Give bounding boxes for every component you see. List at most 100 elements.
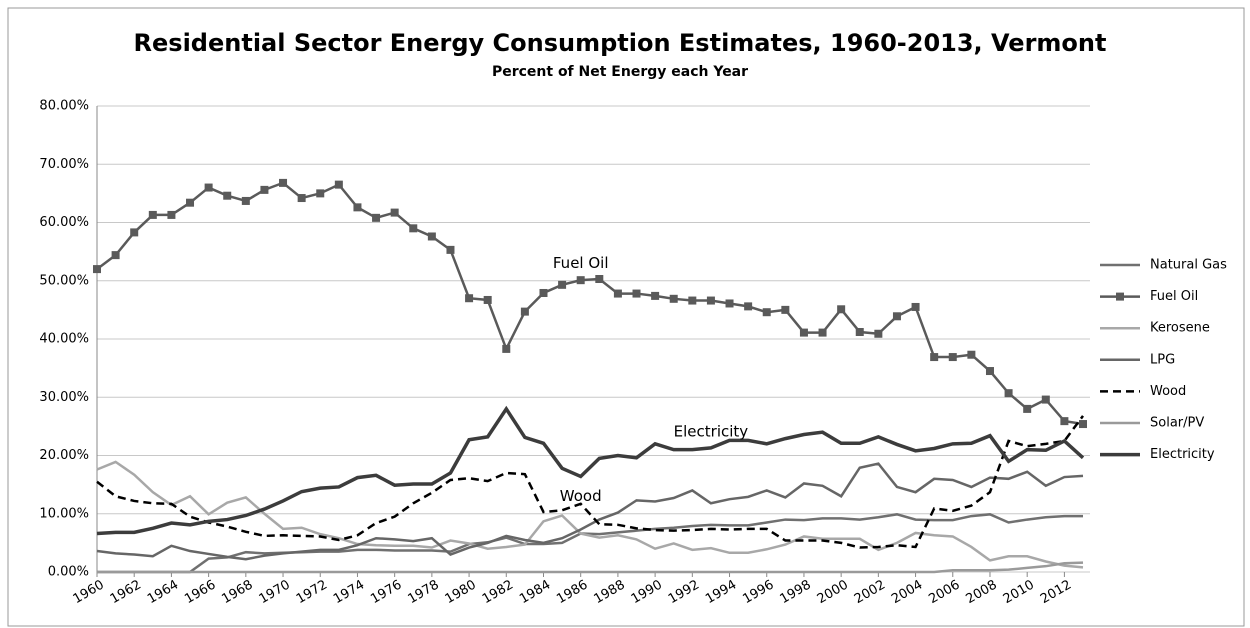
x-tick-label: 2010	[1001, 578, 1037, 608]
legend-label: Fuel Oil	[1150, 289, 1198, 304]
point-marker	[297, 194, 306, 203]
point-marker	[353, 203, 362, 212]
x-tick-label: 1980	[443, 578, 479, 608]
point-marker	[130, 228, 139, 237]
point-marker	[1060, 417, 1069, 426]
series-line	[97, 513, 1083, 574]
point-marker	[837, 305, 846, 314]
point-marker	[874, 329, 883, 338]
x-tick-label: 2006	[926, 578, 962, 608]
series-line	[97, 561, 1084, 574]
point-marker	[762, 308, 771, 317]
legend-label: Electricity	[1150, 447, 1215, 462]
point-marker	[465, 294, 474, 303]
x-tick-label: 2004	[889, 578, 925, 608]
point-marker	[558, 280, 567, 289]
x-tick-label: 1998	[778, 578, 814, 608]
point-marker	[1004, 389, 1013, 398]
point-marker	[911, 302, 920, 311]
point-marker	[744, 302, 753, 311]
x-tick-label: 2000	[815, 578, 851, 608]
point-marker	[204, 183, 213, 192]
series-line	[96, 462, 1084, 561]
point-marker	[948, 353, 957, 362]
x-tick-label: 1960	[71, 578, 107, 608]
x-tick-label: 1974	[331, 578, 367, 608]
x-tick-label: 1978	[405, 578, 441, 608]
point-marker	[409, 224, 418, 233]
chart-title: Residential Sector Energy Consumption Es…	[134, 29, 1107, 57]
x-tick-label: 1976	[368, 578, 404, 608]
y-tick-label: 10.00%	[39, 506, 89, 521]
y-tick-label: 60.00%	[39, 215, 89, 230]
x-tick-label: 1970	[257, 578, 293, 608]
x-tick-label: 2002	[852, 578, 888, 608]
x-tick-label: 1982	[480, 578, 516, 608]
legend-marker	[1116, 292, 1124, 301]
point-marker	[372, 213, 381, 222]
point-marker	[223, 191, 232, 200]
x-tick-label: 1968	[219, 578, 255, 608]
point-marker	[613, 289, 622, 298]
x-tick-label: 1992	[666, 578, 702, 608]
point-marker	[818, 328, 827, 337]
point-marker	[316, 189, 325, 198]
point-marker	[334, 180, 343, 189]
legend-label: Natural Gas	[1150, 258, 1227, 273]
point-marker	[446, 245, 455, 254]
point-marker	[186, 198, 195, 207]
x-tick-label: 1988	[591, 578, 627, 608]
x-tick-label: 1986	[554, 578, 590, 608]
y-tick-label: 20.00%	[39, 448, 89, 463]
point-marker	[520, 307, 529, 316]
point-marker	[1079, 420, 1087, 429]
annotation: Fuel Oil	[553, 254, 609, 272]
y-tick-label: 50.00%	[39, 273, 89, 288]
point-marker	[595, 275, 604, 284]
point-marker	[483, 295, 492, 304]
y-tick-label: 70.00%	[39, 157, 89, 172]
point-marker	[1041, 395, 1050, 404]
point-marker	[1023, 404, 1032, 413]
point-marker	[148, 210, 157, 219]
x-tick-label: 1984	[517, 578, 553, 608]
x-tick-label: 1964	[145, 578, 181, 608]
point-marker	[781, 305, 790, 314]
x-tick-label: 1966	[182, 578, 218, 608]
x-tick-label: 1990	[629, 578, 665, 608]
x-tick-label: 1962	[108, 578, 144, 608]
point-marker	[930, 353, 939, 362]
y-tick-label: 30.00%	[39, 390, 89, 405]
series-line	[96, 181, 1084, 426]
y-tick-label: 80.00%	[39, 99, 89, 114]
point-marker	[669, 294, 678, 303]
x-tick-label: 1972	[294, 578, 330, 608]
point-marker	[892, 312, 901, 321]
point-marker	[985, 367, 994, 376]
point-marker	[855, 328, 864, 337]
point-marker	[967, 350, 976, 359]
point-marker	[632, 289, 641, 298]
point-marker	[576, 276, 585, 285]
point-marker	[539, 288, 548, 297]
point-marker	[706, 296, 715, 305]
point-marker	[390, 208, 399, 217]
point-marker	[427, 232, 436, 241]
x-tick-label: 2008	[964, 578, 1000, 608]
series-line	[96, 415, 1085, 549]
point-marker	[111, 251, 120, 260]
point-marker	[167, 210, 176, 219]
x-tick-label: 1994	[703, 578, 739, 608]
x-tick-label: 2012	[1038, 578, 1074, 608]
y-tick-label: 40.00%	[39, 332, 89, 347]
point-marker	[651, 291, 660, 300]
point-marker	[93, 265, 101, 274]
legend-label: Kerosene	[1150, 321, 1210, 336]
x-tick-label: 1996	[740, 578, 776, 608]
point-marker	[241, 196, 250, 205]
y-tick-label: 0.00%	[48, 565, 89, 580]
point-marker	[725, 299, 734, 308]
legend-label: LPG	[1150, 352, 1175, 367]
point-marker	[799, 328, 808, 337]
